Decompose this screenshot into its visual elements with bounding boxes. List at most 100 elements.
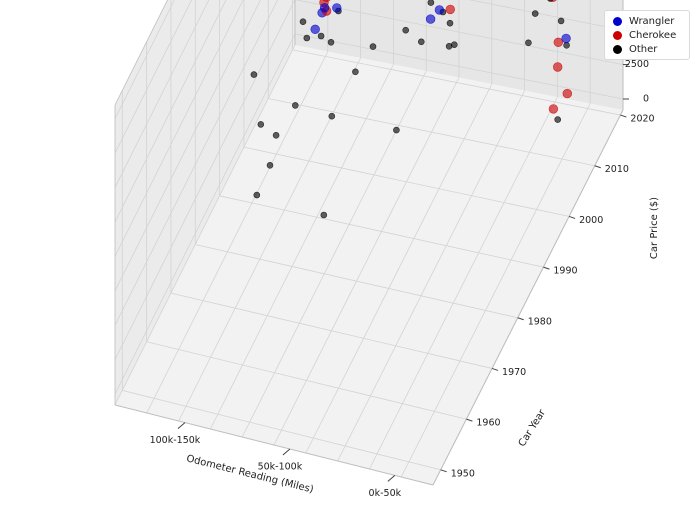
y-tick: [620, 114, 627, 118]
point-cherokee: [322, 0, 331, 2]
point-other: [299, 18, 307, 26]
point-other: [525, 39, 532, 47]
legend-label-cherokee: Cherokee: [629, 29, 677, 41]
y-tick-label: 2010: [605, 164, 629, 175]
legend-swatch-wrangler: [613, 16, 622, 26]
point-other: [272, 132, 280, 139]
point-other: [253, 191, 261, 199]
point-other: [531, 10, 539, 17]
y-tick: [568, 215, 576, 219]
y-tick-label: 2020: [630, 114, 654, 125]
grid-line: [337, 90, 525, 462]
point-other: [327, 38, 335, 46]
point-other: [417, 38, 425, 46]
grid-line: [400, 103, 591, 478]
grid-line: [273, 77, 460, 446]
pane-edge: [114, 0, 168, 106]
grid-line: [114, 0, 193, 154]
point-other: [303, 34, 311, 42]
grid-line: [114, 44, 296, 406]
point-other: [352, 68, 359, 76]
legend-label-other: Other: [629, 43, 658, 55]
x-tick-label: 50k-100k: [258, 462, 303, 473]
grid-line: [114, 0, 227, 223]
grid-line: [295, 0, 624, 65]
point-other: [427, 0, 435, 6]
point-other: [402, 26, 410, 34]
y-axis-label: Car Year: [517, 407, 549, 449]
x-tick: [282, 448, 291, 456]
y-tick: [543, 266, 550, 270]
point-cherokee: [445, 4, 455, 15]
point-other: [393, 126, 400, 134]
grid-line: [292, 49, 621, 116]
legend-entry-wrangler: Wrangler: [613, 14, 674, 28]
y-tick: [491, 367, 499, 371]
grid-line: [468, 0, 624, 31]
point-wrangler: [310, 24, 320, 34]
floor-pane: [115, 45, 623, 485]
grid-line: [294, 33, 624, 100]
y-tick-label: 1960: [476, 418, 500, 429]
grid-line: [114, 33, 296, 395]
y-tick: [440, 469, 447, 473]
x-axis-label: Odometer Reading (Miles): [185, 453, 315, 495]
point-cherokee: [553, 37, 563, 47]
y-tick: [594, 165, 601, 169]
grid-line: [114, 0, 175, 119]
z-tick-label: 0: [643, 93, 649, 104]
point-wrangler: [434, 5, 445, 15]
legend-swatch-cherokee: [613, 30, 622, 40]
legend-entry-other: Other: [613, 42, 657, 56]
grid-line: [195, 244, 518, 319]
point-other: [317, 32, 325, 40]
x-tick-label: 0k-50k: [369, 488, 402, 499]
grid-line: [305, 83, 493, 454]
point-other: [291, 102, 299, 109]
grid-line: [114, 0, 244, 257]
point-other: [250, 71, 258, 78]
z-axis-label: Car Price ($): [649, 197, 660, 259]
point-other: [257, 121, 265, 128]
legend-swatch-other: [613, 44, 622, 54]
grid-line: [114, 0, 261, 291]
point-cherokee: [552, 62, 563, 72]
grid-line: [146, 51, 329, 414]
x-tick-label: 100k-150k: [150, 435, 201, 446]
legend-label-wrangler: Wrangler: [629, 15, 675, 27]
y-tick-label: 1990: [553, 266, 577, 277]
point-wrangler: [425, 14, 436, 24]
y-tick-label: 2000: [579, 215, 603, 226]
z-tick-label: 2500: [625, 59, 649, 70]
y-tick: [466, 418, 473, 422]
legend: Wrangler Cherokee Other: [604, 10, 690, 60]
point-wrangler: [332, 3, 342, 13]
point-other: [554, 116, 562, 123]
grid-line: [146, 341, 467, 420]
point-other: [266, 162, 274, 169]
grid-line: [243, 146, 570, 217]
y-tick: [517, 317, 524, 321]
y-tick-label: 1950: [451, 468, 475, 479]
grid-line: [268, 98, 595, 167]
point-other: [445, 42, 453, 50]
point-other: [369, 43, 377, 50]
point-wrangler: [319, 3, 330, 13]
y-tick-label: 1980: [528, 316, 552, 327]
point-other: [547, 0, 554, 2]
point-other: [446, 19, 454, 27]
grid-line: [114, 0, 279, 326]
point-other: [557, 17, 565, 25]
point-wrangler: [561, 33, 571, 44]
x-tick: [177, 422, 186, 429]
x-tick: [387, 475, 396, 482]
grid-line: [170, 292, 493, 369]
point-cherokee: [562, 88, 572, 99]
grid-line: [114, 0, 296, 360]
z-tick-label: 7500: [625, 0, 649, 1]
grid-line: [122, 390, 441, 471]
legend-entry-cherokee: Cherokee: [613, 28, 676, 42]
grid-line: [114, 0, 210, 188]
point-other: [563, 41, 570, 49]
